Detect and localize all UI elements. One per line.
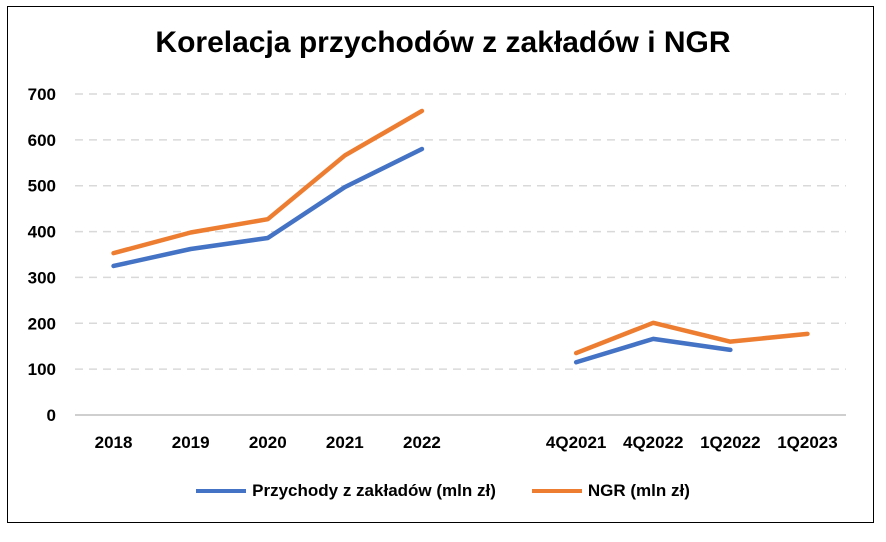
legend-swatch-ngr [531,489,582,493]
legend: Przychody z zakładów (mln zł) NGR (mln z… [0,481,886,501]
legend-item-ngr: NGR (mln zł) [531,481,690,501]
x-tick-label: 1Q2022 [700,433,761,452]
x-tick-label: 2021 [326,433,364,452]
y-tick-label: 600 [28,131,56,150]
x-tick-label: 1Q2023 [777,433,838,452]
x-tick-label: 2019 [172,433,210,452]
y-tick-label: 200 [28,314,56,333]
series-line-0 [111,146,425,269]
chart-title: Korelacja przychodów z zakładów i NGR [155,26,731,59]
y-tick-label: 500 [28,177,56,196]
x-tick-label: 2020 [249,433,287,452]
x-tick-label: 4Q2021 [546,433,607,452]
y-tick-label: 400 [28,223,56,242]
y-tick-label: 700 [28,85,56,104]
y-tick-label: 100 [28,360,56,379]
series-line-0 [573,336,733,365]
x-tick-label: 2018 [95,433,133,452]
y-tick-label: 0 [47,406,56,425]
legend-label-revenue: Przychody z zakładów (mln zł) [252,481,496,500]
series-line-1 [573,320,810,356]
legend-swatch-revenue [196,489,247,493]
x-tick-label: 2022 [403,433,441,452]
chart-frame [7,6,874,523]
series-line-1 [111,108,425,256]
x-tick-label: 4Q2022 [623,433,684,452]
legend-label-ngr: NGR (mln zł) [587,481,690,500]
legend-item-revenue: Przychody z zakładów (mln zł) [196,481,496,501]
y-tick-label: 300 [28,268,56,287]
